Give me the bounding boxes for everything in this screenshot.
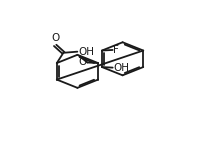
Text: O: O bbox=[51, 33, 59, 43]
Text: OH: OH bbox=[113, 63, 129, 73]
Text: F: F bbox=[113, 45, 119, 55]
Text: OH: OH bbox=[78, 47, 94, 57]
Text: O: O bbox=[78, 57, 87, 67]
